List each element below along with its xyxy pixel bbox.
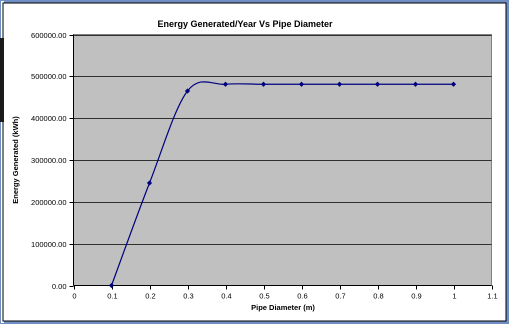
x-axis-label: Pipe Diameter (m): [251, 303, 315, 312]
left-edge-marker: [0, 38, 4, 122]
x-tick-label: 0.2: [145, 292, 155, 301]
y-tick-label: 500000.00: [31, 72, 66, 81]
x-tick-label: 0.7: [335, 292, 345, 301]
data-point-marker: [222, 81, 229, 87]
series-markers: [108, 81, 457, 289]
x-tick-label: 0.4: [221, 292, 231, 301]
data-point-marker: [374, 81, 381, 87]
data-point-marker: [412, 81, 419, 87]
x-tick-label: 0.6: [297, 292, 307, 301]
data-point-marker: [336, 81, 343, 87]
y-tick-label: 200000.00: [31, 198, 66, 207]
data-point-marker: [146, 180, 153, 186]
x-axis: 0 0.1 0.2 0.3 0.4 0.5 0.6 0.7 0.8 0.9 1 1.1: [72, 285, 498, 301]
y-tick-label: 300000.00: [31, 156, 66, 165]
y-tick-label: 100000.00: [31, 240, 66, 249]
x-tick-label: 0.3: [183, 292, 193, 301]
data-point-marker: [184, 88, 191, 94]
series-line: [110, 81, 454, 286]
data-point-marker: [298, 81, 305, 87]
data-point-marker: [450, 81, 457, 87]
y-axis: 0.00 100000.00 200000.00 300000.00 400000.00…: [31, 31, 74, 291]
x-tick-label: 1: [452, 292, 456, 301]
x-tick-label: 0.8: [373, 292, 383, 301]
y-axis-label: Energy Generated (kWh): [11, 116, 20, 204]
x-tick-label: 0.5: [259, 292, 269, 301]
data-point-marker: [260, 81, 267, 87]
y-tick-label: 400000.00: [31, 114, 66, 123]
x-tick-label: 1.1: [487, 292, 497, 301]
x-tick-label: 0: [72, 292, 76, 301]
y-tick-label: 600000.00: [31, 31, 66, 40]
gridlines: [73, 35, 492, 245]
data-point-marker: [108, 282, 115, 289]
x-tick-label: 0.9: [411, 292, 421, 301]
plot-area: [73, 34, 492, 286]
y-tick-label: 0.00: [52, 282, 67, 291]
x-tick-label: 0.1: [107, 292, 117, 301]
chart-title: Energy Generated/Year Vs Pipe Diameter: [157, 19, 333, 29]
